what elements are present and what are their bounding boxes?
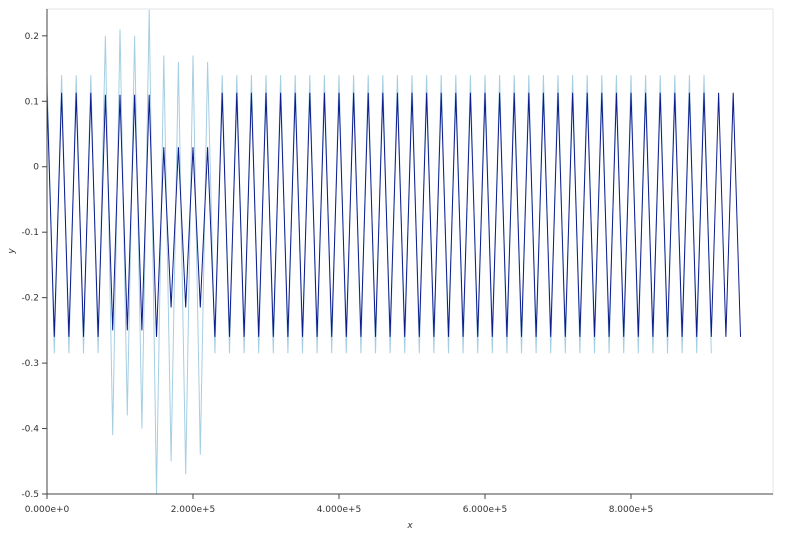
series-line [46,92,742,337]
y-tick-label: -0.3 [21,359,39,369]
x-tick-label: 2.000e+5 [171,505,216,515]
y-tick-label: -0.2 [21,294,39,304]
plot-area [46,9,742,495]
x-tick-label: 6.000e+5 [463,505,508,515]
x-tick-label: 4.000e+5 [317,505,362,515]
y-tick-label: 0.2 [25,32,39,42]
y-tick-label: -0.4 [21,425,39,435]
y-tick-label: -0.5 [21,490,39,500]
x-tick-label: 8.000e+5 [609,505,654,515]
y-tick-label: 0 [33,163,39,173]
x-axis-label: x [406,521,413,531]
y-axis-label: y [7,248,17,255]
y-tick-label: -0.1 [21,228,39,238]
y-tick-label: 0.1 [25,97,39,107]
x-tick-label: 0.000e+0 [25,505,70,515]
